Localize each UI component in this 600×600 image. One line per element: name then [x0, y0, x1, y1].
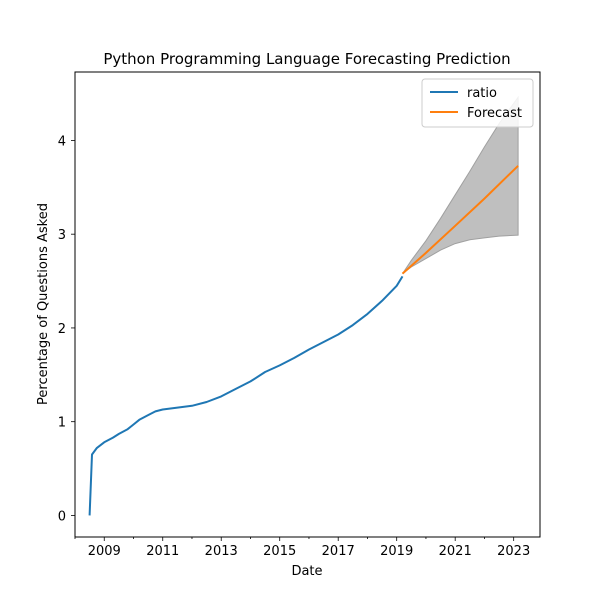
chart-title: Python Programming Language Forecasting …: [103, 50, 510, 68]
y-axis-label: Percentage of Questions Asked: [36, 203, 51, 405]
legend-label-ratio: ratio: [467, 86, 497, 101]
series-layer: [88, 165, 519, 516]
x-tick-label-2015: 2015: [263, 544, 296, 559]
y-tick-label-3: 3: [58, 228, 66, 243]
x-tick-label-2013: 2013: [205, 544, 238, 559]
legend: ratio Forecast: [421, 78, 534, 128]
y-axis: 0 1 2 3 4: [58, 134, 75, 524]
x-tick-label-2009: 2009: [88, 544, 121, 559]
x-tick-label-2021: 2021: [439, 544, 472, 559]
series-line-forecast: [401, 165, 519, 275]
legend-label-forecast: Forecast: [467, 106, 522, 121]
plot-area-frame: [74, 71, 541, 538]
x-tick-label-2019: 2019: [380, 544, 413, 559]
y-tick-label-4: 4: [58, 134, 66, 149]
y-tick-label-1: 1: [58, 416, 66, 431]
y-tick-label-2: 2: [58, 322, 66, 337]
x-axis: 2009 2011 2013 2015 2017 2019 2021 2023: [74, 537, 530, 559]
x-tick-label-2023: 2023: [497, 544, 530, 559]
x-axis-label: Date: [291, 564, 322, 579]
y-tick-label-0: 0: [58, 509, 66, 524]
series-line-ratio: [88, 275, 404, 516]
x-tick-label-2011: 2011: [146, 544, 179, 559]
x-tick-label-2017: 2017: [322, 544, 355, 559]
